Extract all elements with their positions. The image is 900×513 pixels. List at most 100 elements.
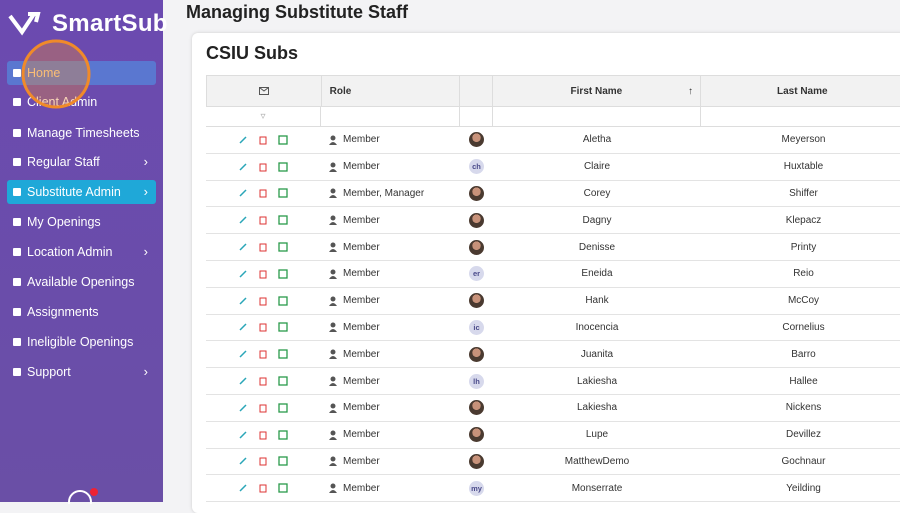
nav-item[interactable]: Location Admin › bbox=[7, 240, 156, 264]
nav-item[interactable]: My Openings bbox=[7, 210, 156, 234]
delete[interactable] bbox=[258, 456, 268, 466]
nav-label: Available Openings bbox=[27, 275, 135, 289]
last-name: Devillez bbox=[785, 429, 821, 441]
first-name: Lakiesha bbox=[576, 402, 618, 414]
edit[interactable] bbox=[238, 188, 248, 198]
avatar bbox=[469, 346, 484, 362]
assign[interactable] bbox=[278, 483, 289, 493]
first-name: Juanita bbox=[580, 348, 614, 360]
last-name: Klepacz bbox=[785, 214, 822, 226]
column-header bbox=[460, 76, 494, 106]
click-indicator bbox=[21, 39, 91, 109]
last-name: Hallee bbox=[789, 375, 818, 387]
brand: SmartSub bbox=[52, 10, 168, 37]
role: Member bbox=[343, 134, 380, 146]
assign[interactable] bbox=[278, 349, 289, 359]
filter-icon[interactable]: ▿ bbox=[206, 107, 321, 126]
notification-icon[interactable] bbox=[66, 484, 106, 504]
nav-item[interactable]: Ineligible Openings bbox=[7, 330, 156, 354]
first-name: Corey bbox=[583, 187, 611, 199]
avatar bbox=[469, 427, 484, 443]
delete[interactable] bbox=[258, 162, 268, 172]
table-row: Member Juanita Barro bbox=[206, 341, 900, 369]
nav-item[interactable]: Manage Timesheets bbox=[7, 121, 156, 145]
assign[interactable] bbox=[278, 135, 289, 145]
nav-item[interactable]: Available Openings bbox=[7, 270, 156, 294]
edit[interactable] bbox=[238, 349, 248, 359]
column-header[interactable]: First Name ↑ bbox=[493, 76, 701, 106]
table-row: Member Dagny Klepacz bbox=[206, 207, 900, 235]
delete[interactable] bbox=[258, 242, 268, 252]
table: Role First Name ↑ Last Name ▿ Member Aleth… bbox=[206, 75, 900, 503]
assign[interactable] bbox=[278, 269, 289, 279]
table-row: Member er Eneida Reio bbox=[206, 261, 900, 288]
chevron: › bbox=[143, 244, 148, 259]
delete[interactable] bbox=[258, 135, 268, 145]
edit[interactable] bbox=[238, 456, 248, 466]
nav-label: My Openings bbox=[27, 215, 101, 229]
first-name: Aletha bbox=[582, 134, 612, 146]
nav-label: Home bbox=[27, 66, 60, 80]
nav-item[interactable]: Home bbox=[7, 61, 156, 85]
avatar-cell bbox=[460, 207, 493, 233]
edit[interactable] bbox=[238, 242, 248, 252]
delete[interactable] bbox=[258, 215, 268, 225]
last-name: McCoy bbox=[787, 295, 820, 307]
delete[interactable] bbox=[258, 322, 268, 332]
edit[interactable] bbox=[238, 296, 248, 306]
assign[interactable] bbox=[278, 215, 289, 225]
nav-item[interactable]: Regular Staff › bbox=[7, 150, 156, 174]
assign[interactable] bbox=[278, 376, 289, 386]
row-actions bbox=[206, 288, 321, 314]
nav-label: Ineligible Openings bbox=[27, 335, 134, 349]
delete[interactable] bbox=[258, 349, 268, 359]
nav-item[interactable]: Support › bbox=[7, 360, 156, 384]
edit[interactable] bbox=[238, 322, 248, 332]
column-header[interactable]: Role bbox=[322, 76, 461, 106]
delete[interactable] bbox=[258, 376, 268, 386]
row-actions bbox=[206, 261, 321, 287]
delete[interactable] bbox=[258, 483, 268, 493]
edit[interactable] bbox=[238, 162, 248, 172]
table-row: Member Hank McCoy bbox=[206, 288, 900, 315]
first-name: MatthewDemo bbox=[564, 455, 630, 467]
nav-label: Location Admin bbox=[27, 245, 113, 259]
edit[interactable] bbox=[238, 215, 248, 225]
avatar-cell bbox=[460, 341, 493, 367]
nav-item[interactable]: Assignments bbox=[7, 300, 156, 324]
last-name: Reio bbox=[793, 268, 814, 280]
edit[interactable] bbox=[238, 269, 248, 279]
avatar bbox=[469, 132, 484, 148]
assign[interactable] bbox=[278, 456, 289, 467]
assign[interactable] bbox=[278, 188, 289, 199]
delete[interactable] bbox=[258, 188, 268, 198]
edit[interactable] bbox=[238, 403, 248, 413]
assign[interactable] bbox=[278, 242, 289, 252]
row-actions bbox=[206, 181, 321, 207]
edit[interactable] bbox=[238, 135, 248, 145]
column-header[interactable]: Last Name bbox=[701, 76, 900, 106]
role-cell: Member bbox=[321, 261, 460, 287]
assign[interactable] bbox=[278, 322, 289, 333]
assign[interactable] bbox=[278, 430, 289, 440]
assign[interactable] bbox=[278, 403, 289, 413]
assign[interactable] bbox=[278, 296, 289, 306]
role: Member bbox=[343, 161, 380, 173]
edit[interactable] bbox=[238, 376, 248, 386]
avatar-cell bbox=[460, 234, 493, 260]
delete[interactable] bbox=[258, 296, 268, 306]
filter-row: ▿ bbox=[206, 107, 900, 127]
last-name: Huxtable bbox=[783, 161, 824, 173]
delete[interactable] bbox=[258, 269, 268, 279]
nav-item[interactable]: Substitute Admin › bbox=[7, 180, 156, 204]
role-cell: Member bbox=[321, 395, 460, 421]
table-row: Member my Monserrate Yeilding bbox=[206, 475, 900, 503]
edit[interactable] bbox=[238, 483, 248, 493]
table-row: Member Aletha Meyerson bbox=[206, 127, 900, 154]
edit[interactable] bbox=[238, 430, 248, 440]
delete[interactable] bbox=[258, 403, 268, 413]
assign[interactable] bbox=[278, 162, 289, 172]
delete[interactable] bbox=[258, 430, 268, 440]
nav-label: Substitute Admin bbox=[27, 185, 121, 199]
nav-label: Support bbox=[27, 365, 71, 379]
